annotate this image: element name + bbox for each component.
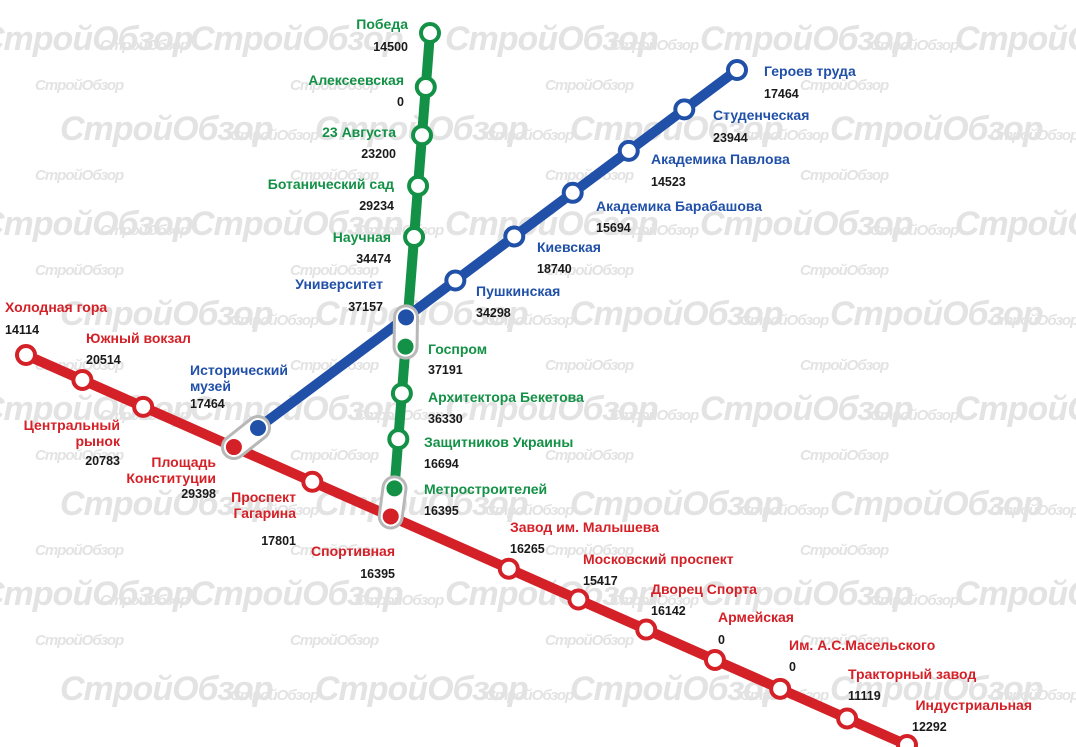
station-ridership-дворец-спорта: 16142 — [651, 604, 686, 618]
station-marker-победа[interactable] — [419, 22, 441, 44]
station-name-ботанический-сад: Ботанический сад — [268, 176, 394, 192]
station-ridership-им-а-с-масельского: 0 — [789, 660, 796, 674]
station-marker-героев-труда[interactable] — [726, 59, 748, 81]
station-ridership-победа: 14500 — [373, 40, 408, 54]
station-name-дворец-спорта: Дворец Спорта — [651, 581, 757, 597]
station-name-студенческая: Студенческая — [713, 107, 809, 123]
station-marker-студенческая[interactable] — [673, 98, 696, 121]
station-ridership-23-августа: 23200 — [361, 147, 396, 161]
station-ridership-защитников-украины: 16694 — [424, 457, 459, 471]
station-name-индустриальная: Индустриальная — [915, 697, 1032, 713]
station-name-героев-труда: Героев труда — [764, 63, 856, 79]
transfer-station-marker-площадь-конституции[interactable] — [225, 439, 242, 456]
station-name-холодная-гора: Холодная гора — [5, 299, 107, 315]
station-ridership-госпром: 37191 — [428, 363, 463, 377]
station-ridership-южный-вокзал: 20514 — [86, 353, 121, 367]
station-ridership-проспект-гагарина: 17801 — [261, 534, 296, 548]
transfer-station-marker-метростроителей[interactable] — [386, 480, 403, 497]
station-marker-индустриальная[interactable] — [896, 734, 918, 747]
station-name-пушкинская: Пушкинская — [476, 283, 560, 299]
station-name-проспект-гагарина: Проспект Гагарина — [231, 489, 296, 521]
station-name-спортивная: Спортивная — [311, 543, 395, 559]
station-name-академика-павлова: Академика Павлова — [651, 151, 790, 167]
station-ridership-исторический-музей: 17464 — [190, 397, 225, 411]
station-marker-защитников-украины[interactable] — [387, 428, 410, 451]
station-name-завод-им-малышева: Завод им. Малышева — [510, 519, 659, 535]
station-ridership-героев-труда: 17464 — [764, 87, 799, 101]
station-labels: Холодная гора 14114 Южный вокзал 20514 Центр… — [5, 16, 1032, 734]
station-marker-проспект-гагарина[interactable] — [301, 470, 324, 493]
station-marker-академика-барабашова[interactable] — [561, 181, 584, 204]
station-ridership-ботанический-сад: 29234 — [359, 199, 394, 213]
station-marker-дворец-спорта[interactable] — [635, 618, 658, 641]
station-marker-пушкинская[interactable] — [444, 269, 467, 292]
station-ridership-академика-павлова: 14523 — [651, 175, 686, 189]
station-name-южный-вокзал: Южный вокзал — [86, 330, 191, 346]
station-ridership-центральный-рынок: 20783 — [85, 454, 120, 468]
station-name-киевская: Киевская — [537, 239, 601, 255]
station-ridership-холодная-гора: 14114 — [5, 323, 39, 337]
red-line-track — [21, 350, 912, 747]
station-name-армейская: Армейская — [718, 609, 794, 625]
station-ridership-метростроителей: 16395 — [424, 504, 459, 518]
station-marker-тракторный-завод[interactable] — [836, 707, 859, 730]
transfer-station-marker-спортивная[interactable] — [382, 508, 399, 525]
station-name-тракторный-завод: Тракторный завод — [848, 666, 976, 682]
station-marker-23-августа[interactable] — [411, 124, 434, 147]
station-ridership-московский-проспект: 15417 — [583, 574, 618, 588]
station-markers — [15, 22, 918, 747]
station-ridership-киевская: 18740 — [537, 262, 572, 276]
station-ridership-академика-барабашова: 15694 — [596, 221, 631, 235]
station-marker-алексеевская[interactable] — [414, 76, 437, 99]
station-marker-ботанический-сад[interactable] — [407, 174, 430, 197]
station-marker-холодная-гора[interactable] — [15, 344, 37, 366]
station-ridership-индустриальная: 12292 — [912, 720, 947, 734]
station-marker-южный-вокзал[interactable] — [71, 368, 94, 391]
station-marker-армейская[interactable] — [703, 648, 726, 671]
station-name-московский-проспект: Московский проспект — [583, 551, 734, 567]
station-marker-московский-проспект[interactable] — [567, 588, 590, 611]
station-marker-центральный-рынок[interactable] — [132, 395, 155, 418]
station-name-госпром: Госпром — [428, 341, 487, 357]
station-ridership-площадь-конституции: 29398 — [181, 487, 216, 501]
station-marker-им-а-с-масельского[interactable] — [769, 677, 792, 700]
station-ridership-спортивная: 16395 — [360, 567, 395, 581]
station-marker-архитектора-бекетова[interactable] — [390, 382, 413, 405]
station-marker-научная[interactable] — [403, 226, 426, 249]
station-ridership-студенческая: 23944 — [713, 131, 748, 145]
station-ridership-научная: 34474 — [356, 252, 391, 266]
station-name-23-августа: 23 Августа — [322, 124, 396, 140]
station-marker-завод-им-малышева[interactable] — [497, 557, 520, 580]
station-name-академика-барабашова: Академика Барабашова — [596, 198, 762, 214]
station-name-алексеевская: Алексеевская — [308, 72, 404, 88]
station-ridership-тракторный-завод: 11119 — [848, 689, 881, 703]
blue-line-track — [253, 65, 742, 433]
station-name-научная: Научная — [333, 229, 391, 245]
station-name-защитников-украины: Защитников Украины — [424, 434, 573, 450]
station-ridership-завод-им-малышева: 16265 — [510, 542, 545, 556]
station-name-им-а-с-масельского: Им. А.С.Масельского — [789, 637, 935, 653]
station-ridership-армейская: 0 — [718, 633, 725, 647]
station-name-метростроителей: Метростроителей — [424, 481, 547, 497]
station-marker-киевская[interactable] — [503, 225, 526, 248]
station-name-центральный-рынок: Центральный рынок — [24, 417, 121, 449]
transfer-station-marker-университет[interactable] — [398, 309, 415, 326]
station-ridership-университет: 37157 — [348, 300, 383, 314]
transfer-station-marker-исторический-музей[interactable] — [250, 420, 266, 436]
station-ridership-алексеевская: 0 — [397, 95, 404, 109]
station-ridership-пушкинская: 34298 — [476, 306, 511, 320]
transfer-station-marker-госпром[interactable] — [397, 338, 414, 355]
station-name-площадь-конституции: Площадь Конституции — [126, 454, 216, 486]
station-ridership-архитектора-бекетова: 36330 — [428, 412, 463, 426]
station-name-университет: Университет — [295, 276, 383, 292]
station-name-исторический-музей: Исторический музей — [190, 362, 288, 394]
station-name-архитектора-бекетова: Архитектора Бекетова — [428, 389, 584, 405]
station-marker-академика-павлова[interactable] — [617, 139, 640, 162]
station-name-победа: Победа — [356, 16, 408, 32]
